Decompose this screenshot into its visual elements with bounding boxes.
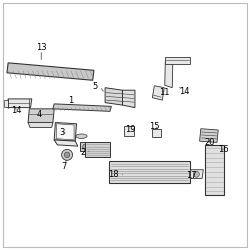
Text: 14: 14: [180, 88, 190, 96]
Text: 13: 13: [36, 44, 46, 52]
Polygon shape: [54, 140, 78, 146]
Polygon shape: [80, 142, 105, 151]
Polygon shape: [204, 145, 225, 194]
Polygon shape: [165, 62, 173, 88]
Polygon shape: [165, 57, 190, 64]
Polygon shape: [152, 129, 161, 138]
Polygon shape: [28, 109, 54, 122]
Text: 1: 1: [68, 96, 73, 105]
Polygon shape: [57, 124, 74, 140]
Polygon shape: [105, 145, 110, 150]
Circle shape: [83, 144, 88, 149]
Circle shape: [88, 144, 93, 149]
Polygon shape: [200, 129, 218, 142]
Polygon shape: [190, 170, 203, 178]
Text: 15: 15: [150, 122, 160, 132]
Polygon shape: [7, 63, 94, 80]
Polygon shape: [7, 99, 32, 108]
Text: 11: 11: [160, 88, 170, 97]
Text: 4: 4: [36, 110, 42, 118]
Text: 3: 3: [59, 128, 64, 138]
Polygon shape: [124, 126, 134, 136]
Text: 20: 20: [205, 138, 215, 147]
Ellipse shape: [76, 134, 87, 138]
Polygon shape: [152, 86, 164, 100]
Polygon shape: [109, 161, 190, 184]
Polygon shape: [85, 142, 110, 157]
Polygon shape: [54, 122, 76, 141]
Polygon shape: [122, 90, 135, 108]
Text: 16: 16: [218, 145, 228, 154]
Text: 14: 14: [11, 106, 21, 115]
Text: 19: 19: [125, 126, 135, 134]
Circle shape: [193, 171, 199, 177]
Polygon shape: [4, 100, 8, 106]
Text: 18: 18: [108, 170, 119, 179]
Circle shape: [64, 152, 70, 158]
Text: 5: 5: [92, 82, 97, 91]
Circle shape: [98, 144, 103, 149]
Polygon shape: [105, 88, 122, 105]
Polygon shape: [28, 122, 53, 128]
Text: 2: 2: [81, 148, 86, 157]
Text: 7: 7: [62, 162, 67, 171]
Text: 17: 17: [186, 172, 197, 180]
Circle shape: [93, 144, 98, 149]
Circle shape: [62, 149, 72, 160]
Polygon shape: [53, 104, 111, 111]
